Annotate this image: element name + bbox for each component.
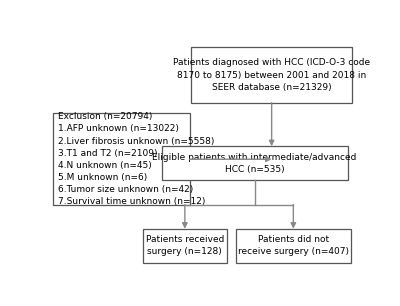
Text: Exclusion (n=20794)
1.AFP unknown (n=13022)
2.Liver fibrosis unknown (n=5558)
3.: Exclusion (n=20794) 1.AFP unknown (n=130… — [58, 112, 214, 206]
Text: Patients received
surgery (n=128): Patients received surgery (n=128) — [146, 235, 224, 256]
FancyBboxPatch shape — [162, 146, 348, 181]
Text: Eligible patients with intermediate/advanced
HCC (n=535): Eligible patients with intermediate/adva… — [152, 153, 357, 174]
FancyBboxPatch shape — [143, 229, 227, 263]
Text: Patients did not
receive surgery (n=407): Patients did not receive surgery (n=407) — [238, 235, 349, 256]
FancyBboxPatch shape — [236, 229, 351, 263]
FancyBboxPatch shape — [191, 47, 352, 103]
Text: Patients diagnosed with HCC (ICD-O-3 code
8170 to 8175) between 2001 and 2018 in: Patients diagnosed with HCC (ICD-O-3 cod… — [173, 58, 370, 92]
FancyBboxPatch shape — [53, 113, 190, 205]
